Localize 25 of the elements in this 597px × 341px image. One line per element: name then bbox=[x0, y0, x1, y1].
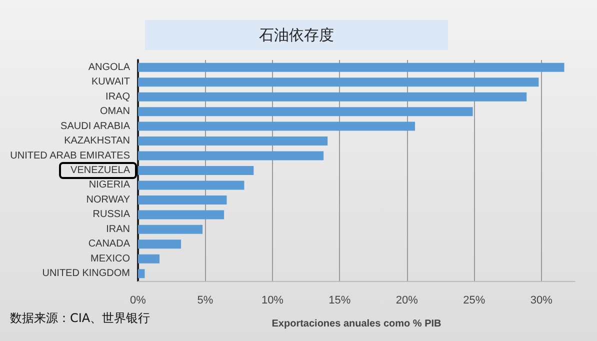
x-tick-label: 0% bbox=[130, 294, 146, 306]
x-axis-title: Exportaciones anuales como % PIB bbox=[272, 318, 442, 330]
source-note: 数据来源：CIA、世界银行 bbox=[10, 310, 150, 327]
y-tick-label: VENEZUELA bbox=[70, 165, 130, 176]
x-tick-label: 20% bbox=[396, 294, 418, 306]
y-tick-label: UNITED KINGDOM bbox=[42, 268, 130, 280]
y-tick-label: KAZAKHSTAN bbox=[64, 136, 130, 147]
y-tick-label: IRAN bbox=[106, 224, 130, 235]
y-tick-label: OMAN bbox=[100, 106, 130, 118]
x-tick-label: 25% bbox=[463, 294, 486, 306]
y-tick-label: SAUDI ARABIA bbox=[60, 120, 130, 132]
y-tick-label: NORWAY bbox=[86, 194, 130, 206]
y-tick-label: CANADA bbox=[88, 238, 130, 250]
x-tick-label: 15% bbox=[328, 294, 351, 306]
x-tick-label: 5% bbox=[197, 294, 214, 306]
y-tick-label: RUSSIA bbox=[92, 209, 130, 220]
y-tick-label: ANGOLA bbox=[88, 62, 130, 73]
x-tick-label: 10% bbox=[261, 294, 284, 306]
y-tick-label: UNITED ARAB EMIRATES bbox=[10, 150, 130, 162]
y-tick-label: KUWAIT bbox=[91, 76, 130, 88]
x-tick-label: 30% bbox=[530, 294, 553, 306]
y-tick-label: NIGERIA bbox=[88, 180, 130, 191]
chart-title: 石油依存度 bbox=[145, 20, 448, 50]
y-tick-label: IRAQ bbox=[106, 91, 130, 102]
y-tick-label: MEXICO bbox=[90, 253, 130, 264]
